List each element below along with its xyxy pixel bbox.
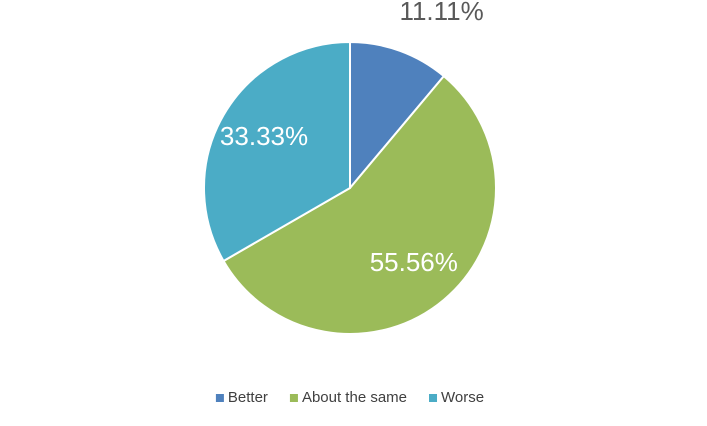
legend-label: Better [228, 389, 268, 406]
data-label: 33.33% [220, 121, 308, 151]
legend-swatch [215, 394, 224, 402]
pie-slice [349, 40, 446, 191]
legend-swatch [429, 394, 438, 402]
data-label: 55.56% [370, 247, 458, 277]
legend-label: About the same [302, 389, 407, 406]
pie-slice [222, 74, 497, 335]
pie-slice [203, 40, 351, 263]
legend-label: Worse [441, 389, 484, 406]
data-label: 11.11% [399, 0, 483, 26]
legend-swatch [289, 394, 298, 402]
